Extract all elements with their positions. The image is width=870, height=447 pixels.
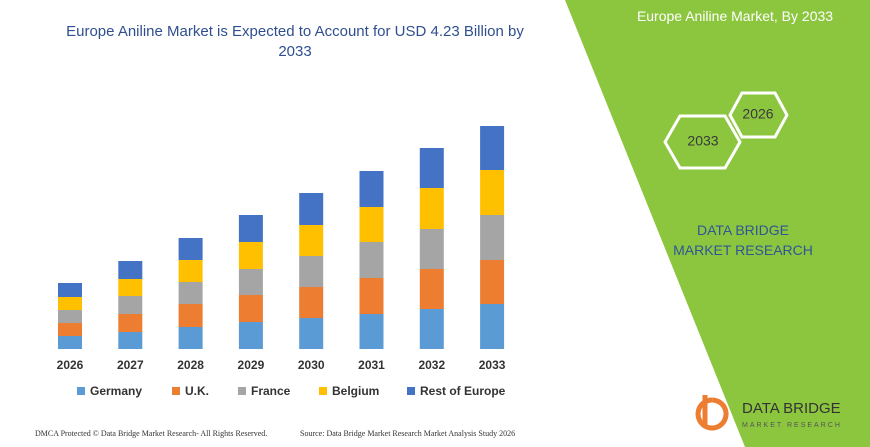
legend-swatch bbox=[77, 387, 85, 395]
x-tick-label: 2026 bbox=[57, 358, 84, 372]
bar-segment bbox=[359, 278, 384, 314]
x-tick-label: 2030 bbox=[298, 358, 325, 372]
bar-segment bbox=[58, 283, 82, 297]
chart-title: Europe Aniline Market is Expected to Acc… bbox=[66, 23, 524, 60]
bar-segment bbox=[480, 215, 505, 260]
bar-segment bbox=[178, 260, 203, 282]
x-tick-label: 2031 bbox=[358, 358, 385, 372]
bar-segment bbox=[238, 242, 263, 269]
footer-right: Source: Data Bridge Market Research Mark… bbox=[300, 429, 515, 438]
legend-label: U.K. bbox=[185, 384, 209, 398]
bar-segment bbox=[58, 323, 82, 336]
bar-segment bbox=[178, 327, 203, 349]
bar-segment bbox=[299, 193, 324, 225]
bar-segment bbox=[238, 215, 263, 242]
bar-segment bbox=[118, 261, 143, 279]
hexagon-label: 2026 bbox=[742, 106, 773, 122]
green-panel bbox=[565, 0, 870, 447]
x-tick-label: 2029 bbox=[238, 358, 265, 372]
x-tick-label: 2033 bbox=[479, 358, 506, 372]
legend-label: Rest of Europe bbox=[420, 384, 506, 398]
bar-segment bbox=[359, 171, 384, 207]
legend-swatch bbox=[407, 387, 415, 395]
bar-segment bbox=[480, 170, 505, 215]
bar-segment bbox=[419, 229, 444, 269]
x-tick-label: 2027 bbox=[117, 358, 144, 372]
logo-name: DATA BRIDGE bbox=[742, 400, 841, 417]
bar-segment bbox=[299, 256, 324, 287]
bar-segment bbox=[238, 295, 263, 322]
bar-segment bbox=[58, 336, 82, 349]
bar-segment bbox=[58, 297, 82, 310]
logo-icon bbox=[695, 395, 729, 431]
legend-swatch bbox=[172, 387, 180, 395]
bar-segment bbox=[480, 126, 505, 170]
bar-segment bbox=[480, 260, 505, 304]
bar-segment bbox=[58, 310, 82, 323]
hexagon bbox=[728, 91, 789, 139]
bar-segment bbox=[299, 225, 324, 256]
bar-segment bbox=[359, 207, 384, 242]
bar-segment bbox=[178, 304, 203, 327]
legend-label: Germany bbox=[90, 384, 142, 398]
logo-tagline: MARKET RESEARCH bbox=[742, 422, 842, 429]
bar-segment bbox=[178, 282, 203, 304]
bar-segment bbox=[419, 188, 444, 229]
bar-segment bbox=[419, 148, 444, 188]
legend-label: France bbox=[251, 384, 291, 398]
bar-segment bbox=[359, 242, 384, 278]
x-tick-label: 2032 bbox=[418, 358, 445, 372]
hexagon bbox=[663, 114, 742, 170]
bar-segment bbox=[238, 269, 263, 295]
bar-segment bbox=[359, 314, 384, 349]
brand: DATA BRIDGE MARKET RESEARCH bbox=[673, 222, 813, 258]
bar-segment bbox=[178, 238, 203, 260]
x-tick-label: 2028 bbox=[177, 358, 204, 372]
bar-segment bbox=[419, 269, 444, 309]
hexagon-label: 2033 bbox=[687, 133, 718, 149]
legend-label: Belgium bbox=[332, 384, 379, 398]
bar-segment bbox=[238, 322, 263, 349]
bar-segment bbox=[118, 332, 143, 349]
legend-swatch bbox=[238, 387, 246, 395]
bar-segment bbox=[480, 304, 505, 349]
bar-segment bbox=[299, 318, 324, 349]
bar-segment bbox=[299, 287, 324, 318]
bar-segment bbox=[118, 296, 143, 314]
bar-segment bbox=[419, 309, 444, 349]
bar-segment bbox=[118, 279, 143, 296]
legend-swatch bbox=[319, 387, 327, 395]
footer-left: DMCA Protected © Data Bridge Market Rese… bbox=[35, 429, 267, 438]
panel-title: Europe Aniline Market, By 2033 bbox=[636, 8, 834, 24]
bar-segment bbox=[118, 314, 143, 332]
